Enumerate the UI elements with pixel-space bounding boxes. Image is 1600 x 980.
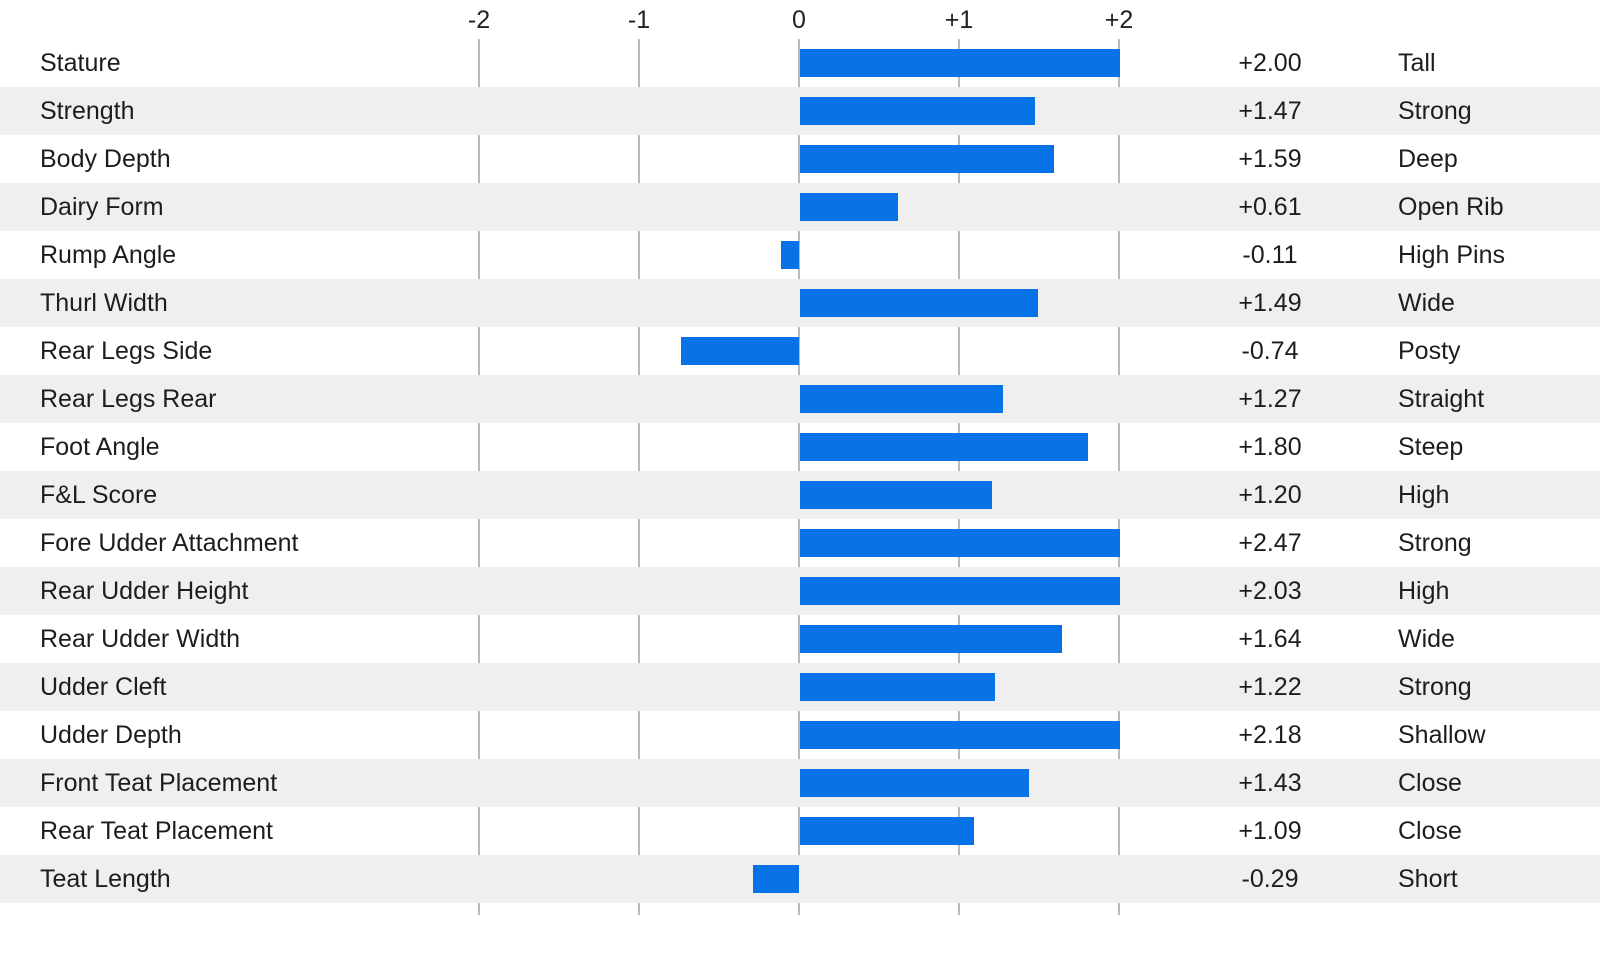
x-axis-tick-label: 0 xyxy=(792,6,806,34)
table-row: Dairy Form +0.61 Open Rib xyxy=(0,183,1600,231)
trait-bar xyxy=(800,625,1063,653)
trait-value: +1.59 xyxy=(1238,145,1302,173)
trait-bar xyxy=(800,529,1120,557)
trait-value: +1.80 xyxy=(1238,433,1302,461)
trait-descriptor: Close xyxy=(1398,769,1462,797)
trait-value: +1.09 xyxy=(1238,817,1302,845)
trait-value: +2.03 xyxy=(1238,577,1302,605)
trait-value: +1.20 xyxy=(1238,481,1302,509)
trait-bar xyxy=(800,817,975,845)
trait-descriptor: Open Rib xyxy=(1398,193,1504,221)
trait-bar xyxy=(800,673,996,701)
trait-bar xyxy=(680,337,799,365)
trait-label: Foot Angle xyxy=(40,433,160,461)
trait-label: Front Teat Placement xyxy=(40,769,278,797)
trait-label: Udder Depth xyxy=(40,721,182,749)
trait-label: Strength xyxy=(40,97,135,125)
trait-value: +1.22 xyxy=(1238,673,1302,701)
table-row: Rear Legs Side -0.74 Posty xyxy=(0,327,1600,375)
trait-bar xyxy=(800,97,1036,125)
trait-value: +1.64 xyxy=(1238,625,1302,653)
table-row: Udder Depth +2.18 Shallow xyxy=(0,711,1600,759)
table-row: Rear Legs Rear +1.27 Straight xyxy=(0,375,1600,423)
trait-descriptor: Strong xyxy=(1398,97,1472,125)
trait-label: Rear Teat Placement xyxy=(40,817,273,845)
trait-label: Rear Udder Height xyxy=(40,577,249,605)
trait-label: Rump Angle xyxy=(40,241,177,269)
trait-descriptor: Close xyxy=(1398,817,1462,845)
trait-bar xyxy=(800,433,1088,461)
trait-bar xyxy=(800,193,898,221)
trait-bar xyxy=(800,481,992,509)
trait-descriptor: Wide xyxy=(1398,625,1455,653)
trait-label: F&L Score xyxy=(40,481,158,509)
trait-label: Rear Legs Rear xyxy=(40,385,217,413)
trait-label: Teat Length xyxy=(40,865,171,893)
table-row: Stature +2.00 Tall xyxy=(0,39,1600,87)
table-row: Rear Udder Height +2.03 High xyxy=(0,567,1600,615)
x-axis-tick-label: +2 xyxy=(1104,6,1134,34)
trait-value: +1.49 xyxy=(1238,289,1302,317)
trait-bar xyxy=(752,865,799,893)
trait-descriptor: High Pins xyxy=(1398,241,1505,269)
table-row: F&L Score +1.20 High xyxy=(0,471,1600,519)
trait-value: +1.47 xyxy=(1238,97,1302,125)
trait-descriptor: Deep xyxy=(1398,145,1458,173)
trait-bar xyxy=(800,769,1029,797)
trait-bar xyxy=(800,721,1120,749)
trait-label: Thurl Width xyxy=(40,289,168,317)
trait-bar xyxy=(800,577,1120,605)
trait-value: +1.27 xyxy=(1238,385,1302,413)
table-row: Teat Length -0.29 Short xyxy=(0,855,1600,903)
trait-value: +2.18 xyxy=(1238,721,1302,749)
trait-value: -0.74 xyxy=(1241,337,1299,365)
trait-value: +2.00 xyxy=(1238,49,1302,77)
trait-bar xyxy=(800,49,1120,77)
trait-descriptor: Strong xyxy=(1398,529,1472,557)
table-row: Udder Cleft +1.22 Strong xyxy=(0,663,1600,711)
table-row: Strength +1.47 Strong xyxy=(0,87,1600,135)
trait-value: +2.47 xyxy=(1238,529,1302,557)
trait-descriptor: Shallow xyxy=(1398,721,1486,749)
trait-descriptor: Posty xyxy=(1398,337,1461,365)
table-row: Body Depth +1.59 Deep xyxy=(0,135,1600,183)
trait-label: Rear Legs Side xyxy=(40,337,213,365)
trait-label: Rear Udder Width xyxy=(40,625,241,653)
trait-descriptor: Straight xyxy=(1398,385,1485,413)
trait-bar xyxy=(781,241,799,269)
trait-descriptor: High xyxy=(1398,577,1450,605)
table-row: Thurl Width +1.49 Wide xyxy=(0,279,1600,327)
trait-label: Stature xyxy=(40,49,121,77)
table-row: Fore Udder Attachment +2.47 Strong xyxy=(0,519,1600,567)
trait-value: +1.43 xyxy=(1238,769,1302,797)
trait-descriptor: Wide xyxy=(1398,289,1455,317)
trait-descriptor: Steep xyxy=(1398,433,1464,461)
trait-value: -0.11 xyxy=(1242,241,1298,269)
table-row: Rump Angle -0.11 High Pins xyxy=(0,231,1600,279)
table-row: Foot Angle +1.80 Steep xyxy=(0,423,1600,471)
trait-value: -0.29 xyxy=(1241,865,1299,893)
trait-descriptor: Strong xyxy=(1398,673,1472,701)
trait-descriptor: Short xyxy=(1398,865,1458,893)
trait-label: Body Depth xyxy=(40,145,171,173)
trait-label: Dairy Form xyxy=(40,193,164,221)
trait-bar xyxy=(800,145,1055,173)
x-axis-tick-label: -1 xyxy=(627,6,651,34)
trait-descriptor: High xyxy=(1398,481,1450,509)
table-row: Rear Udder Width +1.64 Wide xyxy=(0,615,1600,663)
x-axis-tick-label: +1 xyxy=(944,6,974,34)
table-row: Front Teat Placement +1.43 Close xyxy=(0,759,1600,807)
trait-value: +0.61 xyxy=(1238,193,1302,221)
trait-bar xyxy=(800,385,1004,413)
trait-label: Fore Udder Attachment xyxy=(40,529,299,557)
trait-bar xyxy=(800,289,1039,317)
table-row: Rear Teat Placement +1.09 Close xyxy=(0,807,1600,855)
x-axis-tick-label: -2 xyxy=(467,6,491,34)
trait-label: Udder Cleft xyxy=(40,673,167,701)
trait-descriptor: Tall xyxy=(1398,49,1436,77)
